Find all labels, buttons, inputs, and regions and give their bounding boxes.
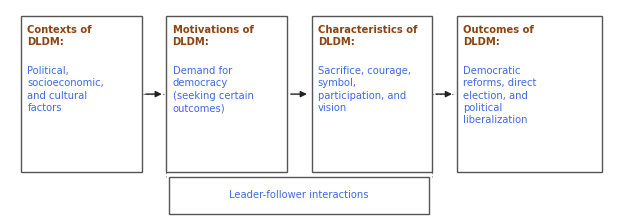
Text: Outcomes of
DLDM:: Outcomes of DLDM:: [463, 25, 534, 47]
Bar: [169, 177, 429, 214]
Bar: [312, 16, 432, 172]
Text: Contexts of
DLDM:: Contexts of DLDM:: [27, 25, 92, 47]
Text: Political,
socioeconomic,
and cultural
factors: Political, socioeconomic, and cultural f…: [27, 66, 104, 113]
Text: Sacrifice, courage,
symbol,
participation, and
vision: Sacrifice, courage, symbol, participatio…: [318, 66, 411, 113]
Bar: [21, 16, 141, 172]
Text: Demand for
democracy
(seeking certain
outcomes): Demand for democracy (seeking certain ou…: [173, 66, 254, 113]
Text: Motivations of
DLDM:: Motivations of DLDM:: [173, 25, 254, 47]
Text: Characteristics of
DLDM:: Characteristics of DLDM:: [318, 25, 417, 47]
Text: Leader-follower interactions: Leader-follower interactions: [229, 190, 369, 200]
Bar: [457, 16, 602, 172]
Text: Democratic
reforms, direct
election, and
political
liberalization: Democratic reforms, direct election, and…: [463, 66, 536, 125]
Bar: [166, 16, 287, 172]
